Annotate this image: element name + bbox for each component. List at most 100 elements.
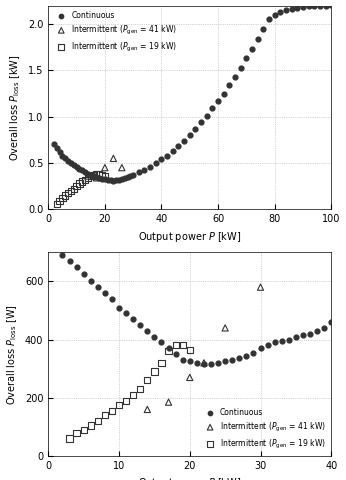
Intermittent ($P_{\mathrm{gen}}$ = 19 kW) — [57, 197, 62, 205]
Continuous — [130, 315, 136, 323]
Continuous — [272, 338, 277, 346]
Continuous — [193, 125, 198, 132]
Continuous — [194, 359, 200, 367]
Intermittent ($P_{\mathrm{gen}}$ = 41 kW) — [187, 373, 192, 381]
Intermittent ($P_{\mathrm{gen}}$ = 41 kW) — [111, 155, 116, 162]
Intermittent ($P_{\mathrm{gen}}$ = 19 kW) — [88, 172, 93, 180]
Continuous — [314, 327, 320, 335]
Continuous — [85, 170, 91, 178]
Continuous — [74, 263, 79, 271]
Legend: Continuous, Intermittent ($P_{\mathrm{gen}}$ = 41 kW), Intermittent ($P_{\mathrm: Continuous, Intermittent ($P_{\mathrm{ge… — [52, 10, 179, 55]
Continuous — [272, 11, 277, 19]
Continuous — [266, 15, 272, 23]
Intermittent ($P_{\mathrm{gen}}$ = 41 kW) — [222, 324, 228, 332]
Legend: Continuous, Intermittent ($P_{\mathrm{gen}}$ = 41 kW), Intermittent ($P_{\mathrm: Continuous, Intermittent ($P_{\mathrm{ge… — [201, 406, 327, 452]
Continuous — [88, 277, 93, 285]
Intermittent ($P_{\mathrm{gen}}$ = 19 kW) — [173, 342, 179, 349]
Continuous — [94, 173, 99, 181]
Continuous — [300, 3, 306, 11]
Continuous — [317, 2, 323, 10]
Y-axis label: Overall loss $P_{\mathrm{loss}}$ [kW]: Overall loss $P_{\mathrm{loss}}$ [kW] — [9, 54, 22, 161]
Intermittent ($P_{\mathrm{gen}}$ = 19 kW) — [54, 200, 60, 208]
Intermittent ($P_{\mathrm{gen}}$ = 19 kW) — [65, 189, 71, 196]
Intermittent ($P_{\mathrm{gen}}$ = 19 kW) — [94, 170, 99, 178]
Continuous — [65, 157, 71, 165]
Continuous — [201, 360, 207, 368]
Intermittent ($P_{\mathrm{gen}}$ = 19 kW) — [67, 435, 72, 443]
Continuous — [128, 172, 133, 180]
Continuous — [251, 349, 256, 357]
Y-axis label: Overall loss $P_{\mathrm{loss}}$ [W]: Overall loss $P_{\mathrm{loss}}$ [W] — [6, 304, 19, 405]
Continuous — [136, 168, 142, 176]
Continuous — [68, 159, 74, 167]
Continuous — [283, 6, 289, 14]
Continuous — [164, 152, 170, 159]
Continuous — [99, 175, 105, 182]
Continuous — [244, 352, 249, 360]
Intermittent ($P_{\mathrm{gen}}$ = 41 kW) — [85, 172, 91, 180]
Continuous — [244, 55, 249, 62]
Continuous — [145, 327, 150, 335]
Continuous — [311, 3, 317, 11]
Continuous — [279, 337, 284, 345]
Continuous — [293, 333, 299, 340]
Intermittent ($P_{\mathrm{gen}}$ = 19 kW) — [145, 376, 150, 384]
Continuous — [187, 358, 192, 365]
Intermittent ($P_{\mathrm{gen}}$ = 19 kW) — [91, 171, 96, 179]
Continuous — [60, 152, 65, 159]
Continuous — [63, 155, 68, 162]
Continuous — [198, 119, 204, 126]
Continuous — [57, 148, 62, 156]
Continuous — [97, 174, 102, 182]
Intermittent ($P_{\mathrm{gen}}$ = 19 kW) — [60, 194, 65, 202]
Continuous — [116, 176, 122, 183]
Intermittent ($P_{\mathrm{gen}}$ = 19 kW) — [85, 174, 91, 182]
Intermittent ($P_{\mathrm{gen}}$ = 19 kW) — [80, 178, 85, 185]
Continuous — [232, 73, 238, 81]
Continuous — [204, 112, 210, 120]
Continuous — [210, 105, 215, 112]
Continuous — [152, 333, 157, 340]
Intermittent ($P_{\mathrm{gen}}$ = 41 kW) — [258, 283, 263, 291]
Continuous — [307, 330, 313, 337]
Intermittent ($P_{\mathrm{gen}}$ = 19 kW) — [180, 342, 185, 349]
Continuous — [300, 331, 306, 339]
Continuous — [166, 345, 171, 352]
Intermittent ($P_{\mathrm{gen}}$ = 19 kW) — [74, 429, 79, 436]
Intermittent ($P_{\mathrm{gen}}$ = 19 kW) — [123, 397, 129, 405]
Continuous — [130, 171, 136, 179]
Intermittent ($P_{\mathrm{gen}}$ = 41 kW) — [145, 406, 150, 413]
Continuous — [153, 159, 158, 167]
Continuous — [91, 172, 96, 180]
Continuous — [286, 336, 292, 343]
Continuous — [328, 318, 334, 326]
Intermittent ($P_{\mathrm{gen}}$ = 41 kW) — [166, 398, 171, 406]
Continuous — [122, 174, 127, 182]
Intermittent ($P_{\mathrm{gen}}$ = 19 kW) — [137, 385, 143, 393]
Intermittent ($P_{\mathrm{gen}}$ = 19 kW) — [68, 187, 74, 195]
Continuous — [71, 161, 76, 168]
Intermittent ($P_{\mathrm{gen}}$ = 19 kW) — [152, 368, 157, 375]
Continuous — [261, 25, 266, 33]
Continuous — [181, 137, 187, 144]
Continuous — [113, 176, 119, 184]
Intermittent ($P_{\mathrm{gen}}$ = 41 kW) — [102, 164, 108, 171]
Continuous — [119, 175, 125, 182]
Continuous — [159, 338, 164, 346]
Intermittent ($P_{\mathrm{gen}}$ = 19 kW) — [116, 401, 122, 409]
Intermittent ($P_{\mathrm{gen}}$ = 19 kW) — [99, 171, 105, 179]
Continuous — [159, 156, 164, 163]
Continuous — [321, 324, 327, 332]
Continuous — [237, 355, 242, 362]
Continuous — [51, 141, 57, 148]
Intermittent ($P_{\mathrm{gen}}$ = 19 kW) — [74, 182, 79, 190]
Continuous — [249, 45, 255, 53]
Continuous — [289, 5, 294, 13]
Intermittent ($P_{\mathrm{gen}}$ = 19 kW) — [97, 170, 102, 178]
Intermittent ($P_{\mathrm{gen}}$ = 41 kW) — [94, 174, 99, 182]
Continuous — [221, 90, 227, 97]
Continuous — [88, 171, 93, 179]
Text: (a) All range: (a) All range — [160, 266, 220, 276]
Continuous — [173, 350, 179, 358]
Continuous — [102, 289, 108, 297]
